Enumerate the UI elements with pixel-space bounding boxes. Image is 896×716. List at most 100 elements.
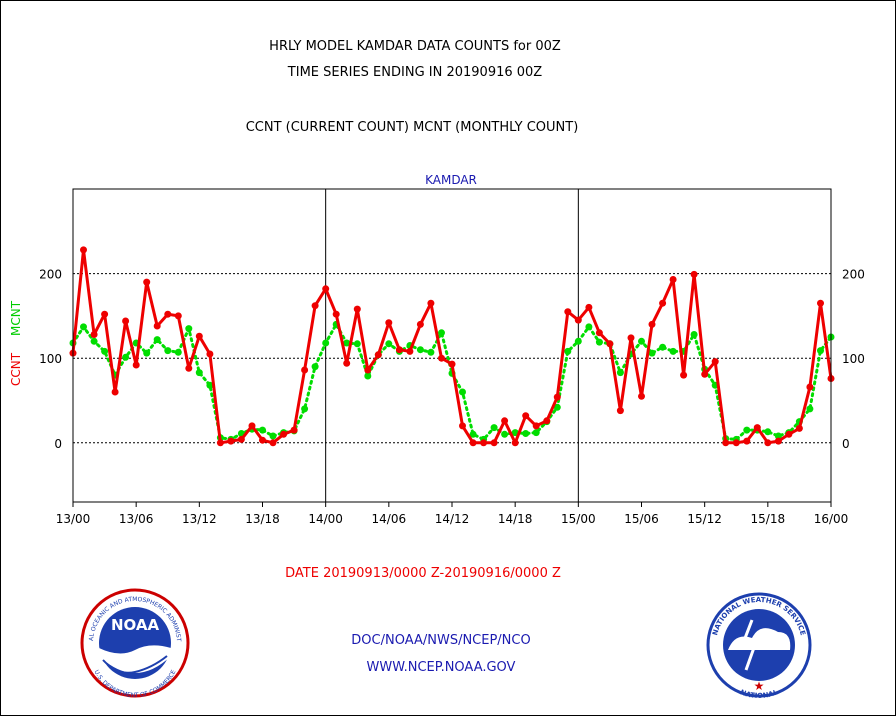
ccnt-point (195, 332, 203, 340)
y-tick-label-right: 100 (842, 352, 865, 366)
ccnt-point (111, 388, 119, 396)
x-tick-label: 13/12 (182, 512, 217, 526)
x-tick-label: 15/12 (687, 512, 722, 526)
x-tick-label: 14/18 (498, 512, 533, 526)
ccnt-point (153, 322, 161, 330)
ccnt-point (322, 285, 330, 293)
mcnt-point (143, 349, 151, 357)
mcnt-point (743, 426, 751, 434)
y-tick-label-left: 0 (54, 437, 62, 451)
ccnt-point (80, 246, 87, 254)
ccnt-series (69, 246, 835, 447)
mcnt-point (669, 347, 677, 355)
ccnt-point (732, 439, 740, 447)
mcnt-point (153, 336, 161, 344)
ccnt-point (269, 439, 277, 447)
mcnt-point (638, 337, 645, 345)
ccnt-point (206, 350, 214, 358)
ccnt-line (71, 248, 833, 445)
mcnt-point (364, 372, 372, 380)
ccnt-point (406, 347, 414, 355)
ccnt-point (616, 407, 624, 415)
x-tick-label: 14/00 (308, 512, 343, 526)
ccnt-point (448, 360, 456, 368)
ccnt-point (248, 422, 256, 430)
ccnt-point (416, 320, 424, 328)
mcnt-point (574, 337, 582, 345)
mcnt-point (416, 346, 424, 354)
ccnt-point (353, 305, 361, 313)
mcnt-point (522, 430, 530, 437)
mcnt-point (553, 403, 561, 411)
y-tick-label-left: 100 (39, 352, 62, 366)
mcnt-point (185, 325, 193, 333)
ylabel-mcnt: MCNT (9, 300, 23, 336)
ccnt-point (701, 370, 709, 378)
mcnt-point (585, 323, 593, 331)
ccnt-point (216, 439, 224, 447)
ccnt-point (648, 320, 656, 328)
ccnt-point (501, 417, 509, 425)
x-tick-label: 14/12 (435, 512, 470, 526)
chart-title: KAMDAR (425, 173, 477, 187)
ccnt-point (543, 417, 551, 425)
ccnt-point (143, 278, 151, 286)
mcnt-point (501, 430, 509, 438)
mcnt-point (690, 331, 698, 338)
ccnt-point (459, 422, 466, 430)
x-tick-label: 13/00 (56, 512, 91, 526)
ccnt-point (364, 366, 372, 374)
x-tick-label: 16/00 (814, 512, 849, 526)
ccnt-point (164, 310, 172, 318)
ccnt-point (532, 422, 540, 430)
x-tick-label: 15/06 (624, 512, 659, 526)
ylabel-ccnt: CCNT (9, 352, 23, 386)
ccnt-point (638, 392, 645, 400)
ccnt-point (101, 310, 109, 318)
ccnt-point (669, 276, 677, 283)
ccnt-point (280, 430, 288, 438)
mcnt-point (122, 353, 130, 361)
ccnt-point (237, 435, 245, 443)
subtitle: CCNT (CURRENT COUNT) MCNT (MONTHLY COUNT… (245, 120, 579, 135)
plot-area-border (72, 188, 832, 503)
ccnt-point (806, 383, 814, 391)
ccnt-point (522, 412, 530, 420)
ccnt-point (301, 366, 309, 374)
mcnt-point (343, 339, 351, 347)
x-tick-label: 13/06 (119, 512, 154, 526)
ccnt-point (585, 303, 593, 311)
ccnt-point (185, 364, 193, 372)
ccnt-point (427, 299, 435, 307)
mcnt-point (659, 343, 667, 351)
ccnt-point (480, 439, 488, 447)
x-tick-label: 13/18 (245, 512, 280, 526)
ccnt-point (469, 439, 477, 447)
ccnt-point (606, 340, 614, 348)
ccnt-point (627, 334, 635, 342)
mcnt-point (427, 348, 435, 356)
ccnt-point (90, 331, 98, 338)
ccnt-point (511, 439, 519, 447)
mcnt-point (806, 405, 814, 413)
ccnt-point (743, 437, 751, 445)
mcnt-point (80, 323, 87, 331)
mcnt-point (206, 381, 214, 389)
mcnt-point (353, 340, 361, 348)
ccnt-point (764, 439, 772, 447)
url-link[interactable]: WWW.NCEP.NOAA.GOV (366, 660, 516, 675)
mcnt-point (648, 349, 656, 357)
mcnt-point (438, 329, 445, 337)
y-tick-labels-left: 0 100 200 (39, 268, 62, 451)
mcnt-point (490, 424, 498, 432)
ccnt-point (574, 316, 582, 324)
org-label: DOC/NOAA/NWS/NCEP/NCO (351, 633, 531, 648)
title-line-2: TIME SERIES ENDING IN 20190916 00Z (287, 65, 543, 80)
ccnt-point (774, 437, 782, 445)
ccnt-point (395, 346, 403, 354)
mcnt-point (322, 339, 330, 347)
ccnt-point (438, 354, 445, 362)
mcnt-point (174, 348, 182, 356)
mcnt-point (532, 429, 540, 437)
